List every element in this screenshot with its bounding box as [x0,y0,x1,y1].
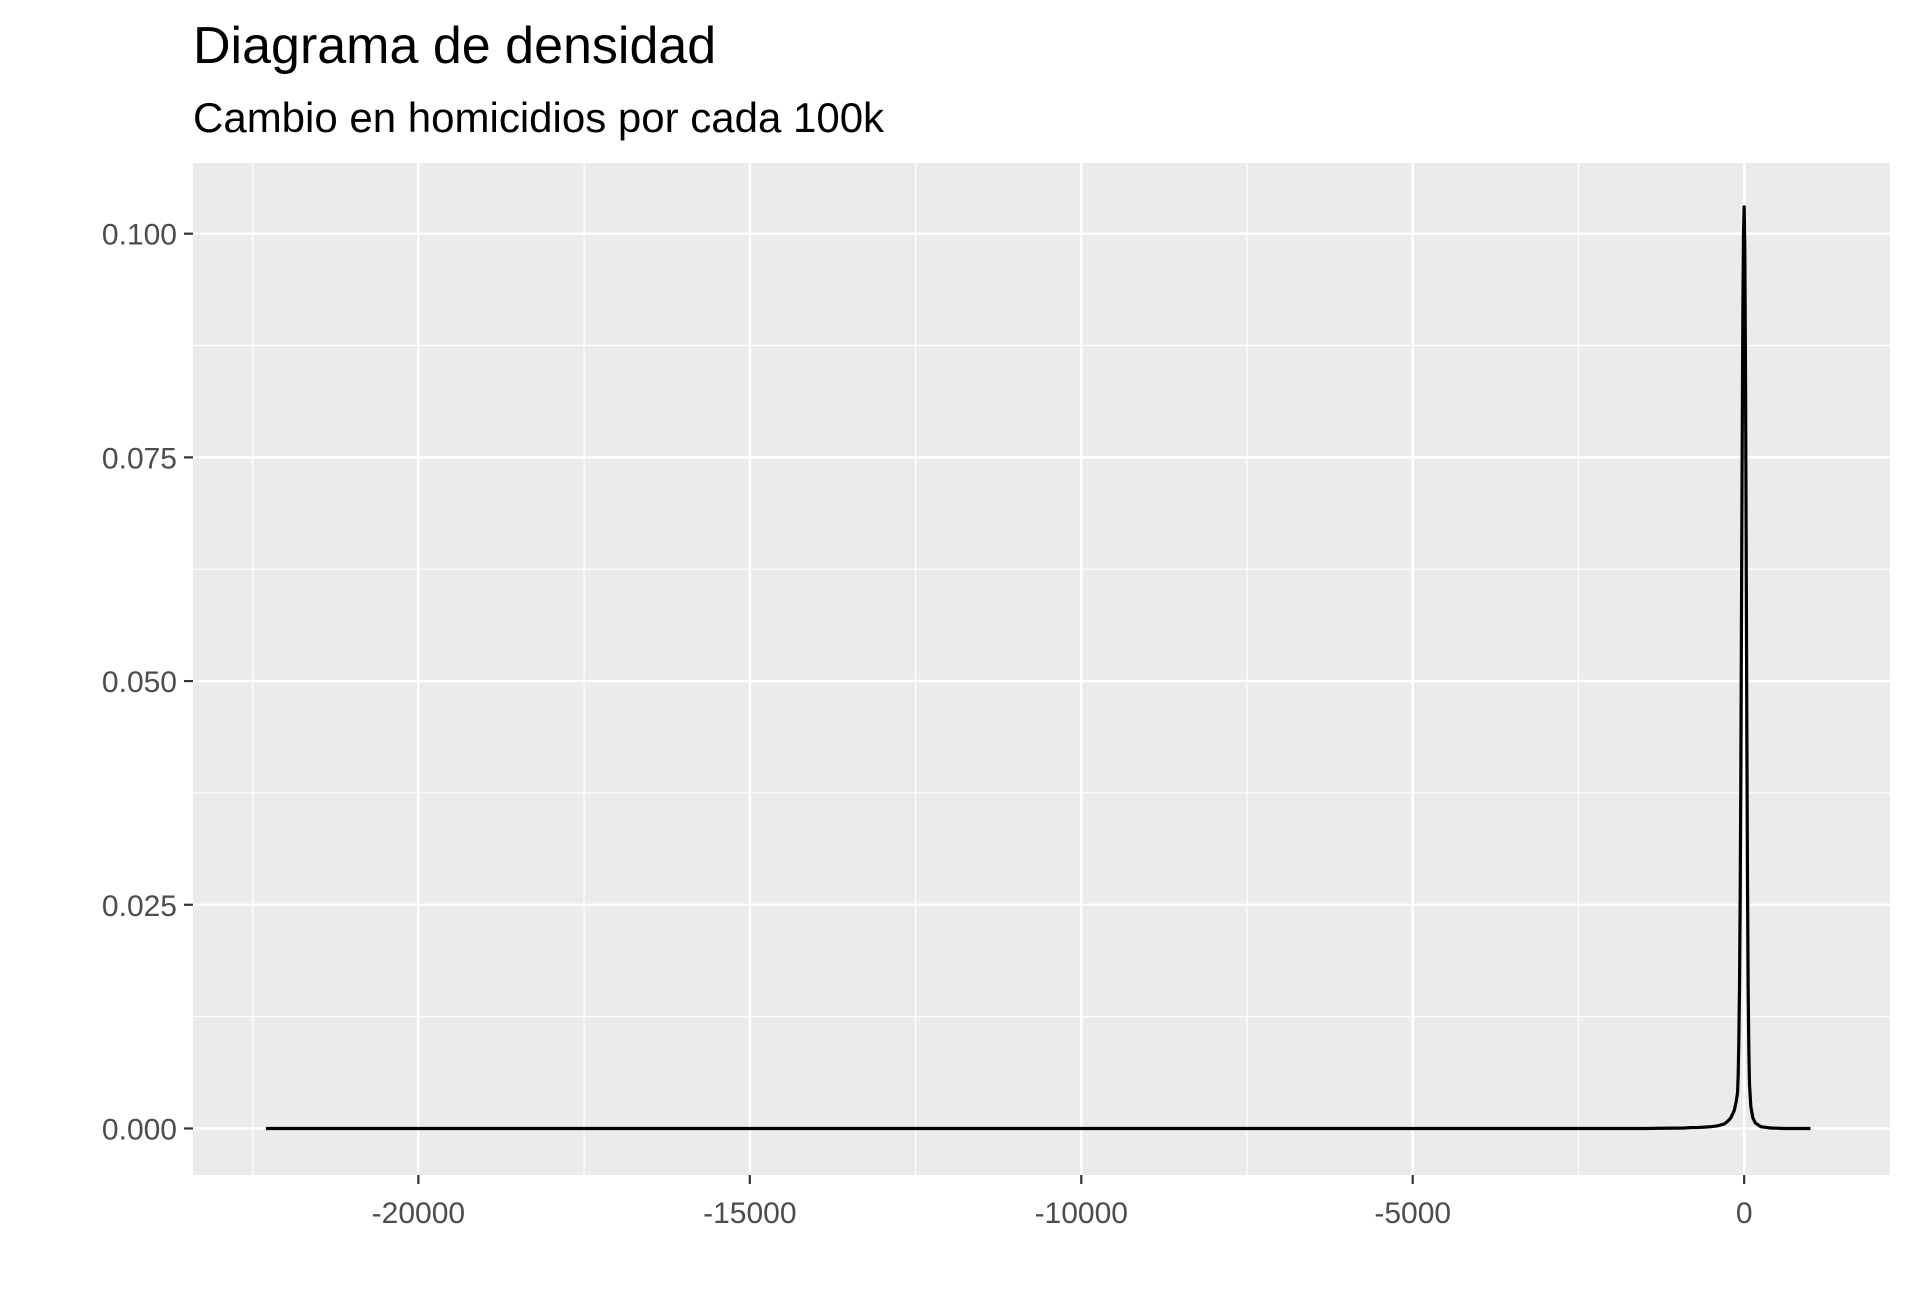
chart-title: Diagrama de densidad [193,17,716,75]
y-tick-label: 0.100 [102,219,177,252]
y-tick-label: 0.050 [102,666,177,699]
major-gridlines [193,163,1890,1175]
y-tick-label: 0.075 [102,442,177,475]
chart-subtitle: Cambio en homicidios por cada 100k [193,94,885,141]
x-tick-label: -20000 [372,1197,465,1230]
minor-gridlines [193,163,1890,1175]
y-axis: 0.000 0.025 0.050 0.075 0.100 [102,219,193,1146]
x-tick-label: 0 [1736,1197,1753,1230]
y-tick-label: 0.025 [102,890,177,923]
x-axis: -20000 -15000 -10000 -5000 0 [372,1175,1753,1230]
x-tick-label: -15000 [703,1197,796,1230]
x-tick-label: -10000 [1035,1197,1128,1230]
density-line [265,205,1811,1131]
plot-panel [193,163,1890,1175]
y-tick-label: 0.000 [102,1113,177,1146]
x-tick-label: -5000 [1374,1197,1451,1230]
